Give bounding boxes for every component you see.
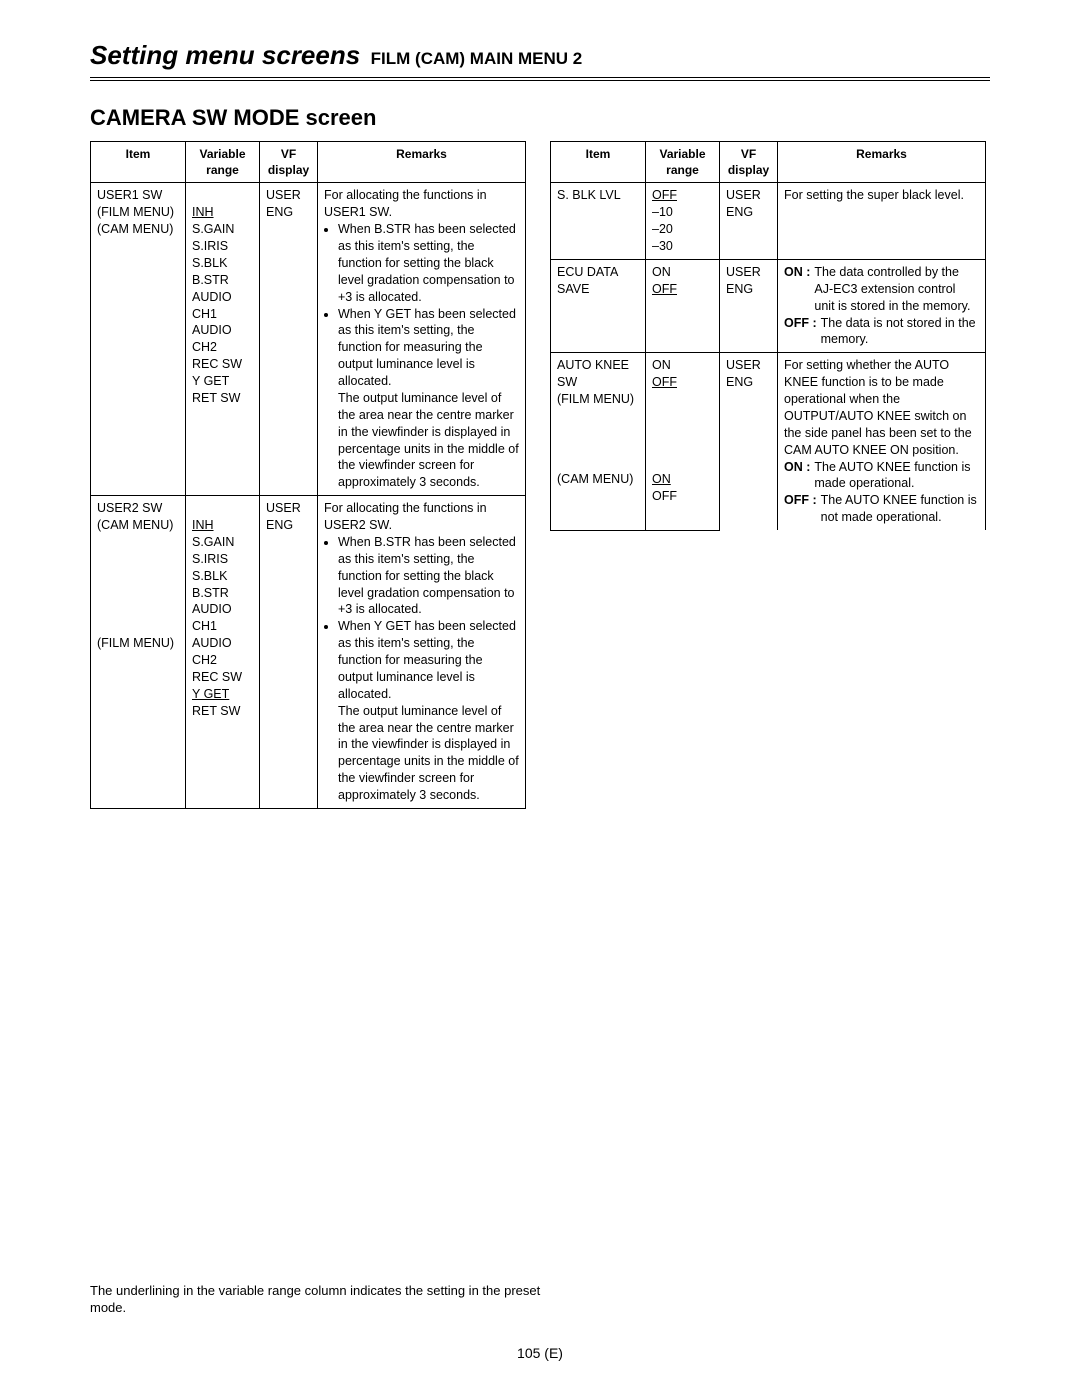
table-header-row: Item Variable range VF display Remarks (551, 142, 986, 183)
left-table: Item Variable range VF display Remarks U… (90, 141, 526, 809)
cell-vf: USERENG (260, 496, 318, 809)
cell-item: AUTO KNEE SW(FILM MENU) (551, 353, 646, 467)
cell-remarks: For setting the super black level. (778, 183, 986, 260)
page: Setting menu screens FILM (CAM) MAIN MEN… (0, 0, 1080, 1397)
cell-item: ECU DATASAVE (551, 259, 646, 352)
footnote: The underlining in the variable range co… (90, 1282, 570, 1317)
cell-remarks: ON :The data controlled by the AJ-EC3 ex… (778, 259, 986, 352)
header-title: Setting menu screens (90, 40, 360, 70)
table-row: ECU DATASAVEONOFFUSERENGON :The data con… (551, 259, 986, 352)
cell-remarks: For allocating the functions in USER1 SW… (318, 183, 526, 496)
cell-vf: USERENG (720, 353, 778, 530)
col-item: Item (91, 142, 186, 183)
col-range: Variable range (186, 142, 260, 183)
table-header-row: Item Variable range VF display Remarks (91, 142, 526, 183)
cell-item: S. BLK LVL (551, 183, 646, 260)
col-range: Variable range (646, 142, 720, 183)
content-columns: Item Variable range VF display Remarks U… (90, 141, 990, 809)
col-vf: VF display (720, 142, 778, 183)
cell-range: ONOFF (646, 467, 720, 530)
table-row: USER2 SW(CAM MENU) (FILM MENU) INHS.GAIN… (91, 496, 526, 809)
cell-remarks: For setting whether the AUTO KNEE functi… (778, 353, 986, 530)
section-title: CAMERA SW MODE screen (90, 105, 990, 131)
col-item: Item (551, 142, 646, 183)
cell-item: USER2 SW(CAM MENU) (FILM MENU) (91, 496, 186, 809)
table-row: USER1 SW(FILM MENU)(CAM MENU) INHS.GAINS… (91, 183, 526, 496)
right-table: Item Variable range VF display Remarks S… (550, 141, 986, 531)
page-number: 105 (E) (0, 1345, 1080, 1361)
cell-vf: USERENG (260, 183, 318, 496)
cell-item: (CAM MENU) (551, 467, 646, 530)
cell-range: INHS.GAINS.IRISS.BLKB.STRAUDIO CH1AUDIO … (186, 183, 260, 496)
table-row: AUTO KNEE SW(FILM MENU) ONOFF USERENGFor… (551, 353, 986, 467)
col-remark: Remarks (778, 142, 986, 183)
table-row: S. BLK LVLOFF–10–20–30USERENGFor setting… (551, 183, 986, 260)
cell-vf: USERENG (720, 259, 778, 352)
cell-remarks: For allocating the functions in USER2 SW… (318, 496, 526, 809)
page-header: Setting menu screens FILM (CAM) MAIN MEN… (90, 40, 990, 81)
cell-range: ONOFF (646, 353, 720, 467)
cell-item: USER1 SW(FILM MENU)(CAM MENU) (91, 183, 186, 496)
col-remark: Remarks (318, 142, 526, 183)
col-vf: VF display (260, 142, 318, 183)
cell-range: INHS.GAINS.IRISS.BLKB.STRAUDIO CH1AUDIO … (186, 496, 260, 809)
cell-range: OFF–10–20–30 (646, 183, 720, 260)
header-subtitle: FILM (CAM) MAIN MENU 2 (371, 49, 583, 68)
cell-vf: USERENG (720, 183, 778, 260)
cell-range: ONOFF (646, 259, 720, 352)
